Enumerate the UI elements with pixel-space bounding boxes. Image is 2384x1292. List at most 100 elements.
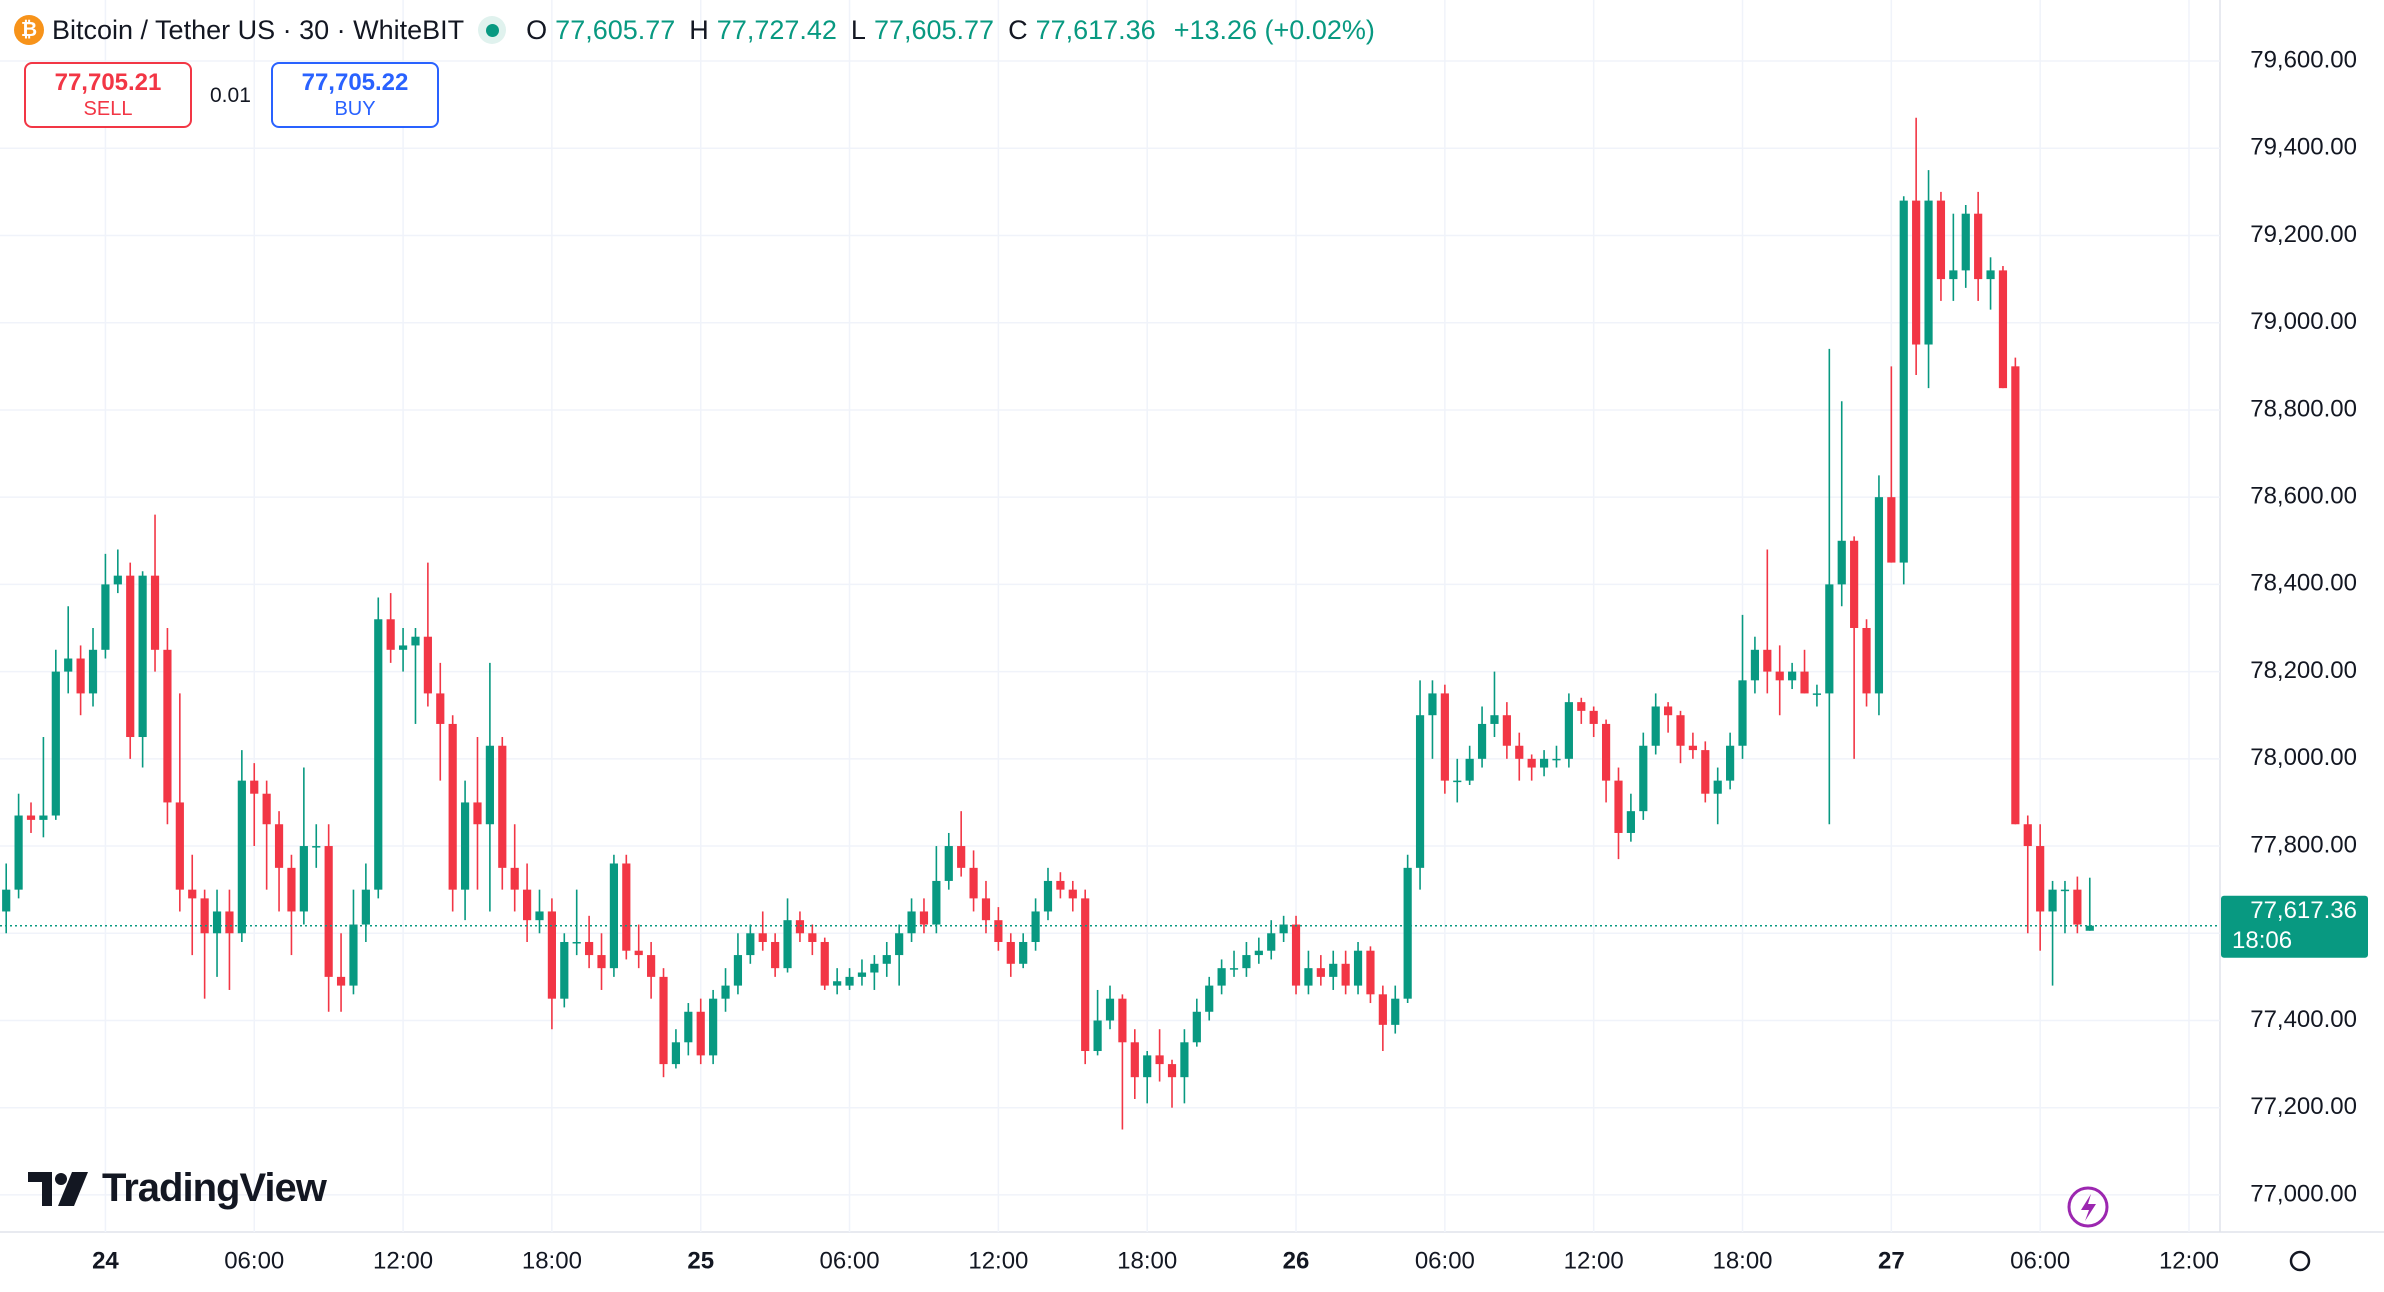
candle-body [1974,213,1983,280]
candle-body [1366,950,1375,995]
candle-body [14,815,23,890]
candle-body [1502,715,1511,746]
candle-body [460,802,470,890]
y-tick-label: 79,200.00 [2250,221,2357,248]
candle-body [684,1011,693,1043]
x-tick-label: 18:00 [1117,1247,1177,1274]
candle-body [212,911,222,934]
candle-body [696,1011,705,1056]
market-status [478,16,507,44]
candle-body [1887,497,1896,563]
candle-body [523,889,532,921]
candle-body [932,880,941,925]
candle-body [349,924,358,986]
replay-icon[interactable] [2067,1186,2109,1228]
coin-icon: ₿ [14,15,44,45]
candle-body [1403,867,1412,999]
candle-body [1279,924,1288,934]
buy-button[interactable]: 77,705.22 BUY [271,62,439,128]
candle-body [1453,780,1462,783]
candle-body [1329,963,1338,977]
candle-body [1775,671,1784,681]
branding: TradingView [28,1166,327,1211]
candle-body [1788,671,1797,681]
candle-body [473,802,482,825]
x-tick-label: 12:00 [373,1247,433,1274]
candle-body [1167,1064,1177,1078]
sell-button[interactable]: 77,705.21 SELL [24,62,192,128]
candle-body [1899,200,1908,563]
candle-body [671,1042,681,1065]
x-tick-label: 06:00 [820,1247,880,1274]
quantity: 0.01 [210,84,251,107]
candle-body [485,745,494,825]
candle-body [1068,889,1077,899]
candle-body [1143,1055,1152,1078]
x-tick-label: 18:00 [522,1247,582,1274]
candle-body [1986,270,1995,280]
candle-body [2,889,11,912]
candle-body [1825,584,1834,694]
last-price-label: 77,617.36 [2250,897,2357,924]
candle-body [944,846,953,881]
settings-icon[interactable] [2289,1250,2311,1272]
candle-body [1341,963,1350,986]
candle-body [175,802,184,890]
x-tick-label: 18:00 [1712,1247,1772,1274]
candle-body [2060,889,2070,892]
candle-body [200,898,209,934]
candle-body [882,955,891,964]
candle-body [237,780,246,934]
candle-body [2073,889,2082,925]
candle-body [1006,941,1015,964]
candle-body [957,846,966,868]
candle-body [1912,200,1921,345]
y-tick-label: 78,000.00 [2250,744,2357,771]
branding-logo [28,1171,88,1206]
candle-body [1601,723,1611,781]
candle-body [560,941,569,999]
candle-body [609,863,619,969]
candle-body [1639,745,1648,812]
candle-body [1105,998,1115,1021]
candle-body [1093,1020,1102,1052]
candle-body [746,933,755,956]
candle-body [1589,710,1598,724]
candle-body [1031,911,1040,942]
candle-body [126,575,135,738]
ohlc-key: H [689,14,709,45]
candle-body [1267,933,1276,951]
x-tick-label: 12:00 [1564,1247,1624,1274]
candle-body [1664,706,1673,716]
candle-body [163,649,172,803]
candle-body [64,658,73,672]
candle-body [1949,270,1958,280]
candle-body [411,636,420,646]
ohlc-key: C [1008,14,1028,45]
last-price-badge [2221,895,2368,958]
candle-body [324,846,333,977]
candle-body [622,863,631,951]
candle-body [597,955,606,969]
candle-body [1850,540,1859,628]
candle-body [2023,824,2032,847]
candle-body [1440,693,1449,781]
candle-body [1527,758,1536,768]
candle-body [336,976,346,986]
candle-body [1837,540,1846,585]
candle-body [895,933,904,956]
candle-body [709,998,718,1056]
candle-body [1490,715,1499,724]
candle-body [1378,994,1387,1025]
candle-body [1217,968,1226,986]
ohlc-key: L [850,14,866,45]
candle-body [919,911,929,925]
candle-body [1726,745,1735,781]
candle-body [150,575,160,650]
y-tick-label: 78,400.00 [2250,570,2357,597]
candle-body [1130,1042,1139,1078]
candle-body [287,867,296,912]
candle-body [138,575,147,738]
y-tick-label: 77,400.00 [2250,1006,2357,1033]
